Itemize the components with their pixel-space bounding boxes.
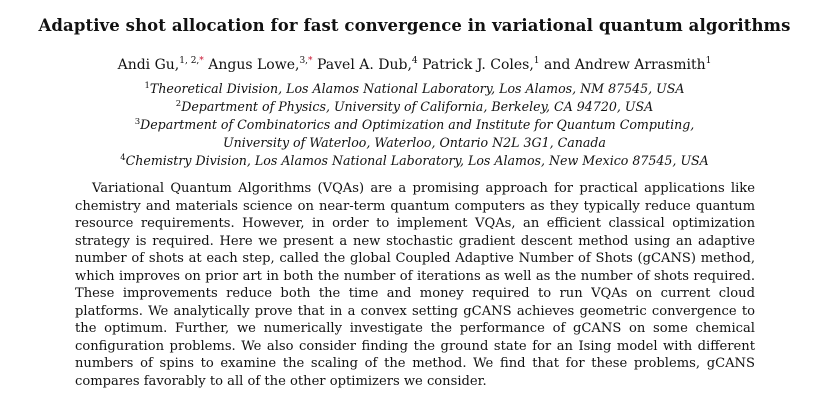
author: Andi Gu,1, 2,* xyxy=(117,56,209,74)
author-name: Pavel A. Dub, xyxy=(316,57,412,73)
affiliation-mark: 4 xyxy=(120,153,126,163)
affiliation-mark: 3 xyxy=(134,117,141,127)
author: Patrick J. Coles,1 and xyxy=(422,56,575,74)
affiliation-1: 1Theoretical Division, Los Alamos Nation… xyxy=(0,80,829,98)
affiliation-mark: 1 xyxy=(144,81,150,91)
author-name: Andrew Arrasmith xyxy=(574,57,706,73)
affiliation-mark: 2 xyxy=(175,99,182,109)
affiliation-2: 2Department of Physics, University of Ca… xyxy=(0,98,829,116)
affiliation-text: University of Waterloo, Waterloo, Ontari… xyxy=(223,135,606,150)
author-affiliation-marks: 4 xyxy=(411,56,418,66)
affiliation-text: Department of Physics, University of Cal… xyxy=(181,99,654,114)
abstract: Variational Quantum Algorithms (VQAs) ar… xyxy=(75,181,755,389)
affiliation-3: 3Department of Combinatorics and Optimiz… xyxy=(0,116,829,134)
affiliation-4: 4Chemistry Division, Los Alamos National… xyxy=(0,152,829,170)
author-affiliation-marks: 1, 2, xyxy=(179,56,200,66)
equal-contribution-mark: * xyxy=(199,56,204,66)
author-name: Andi Gu, xyxy=(117,57,180,73)
author-affiliation-marks: 1 xyxy=(533,56,540,66)
author: Pavel A. Dub,4 xyxy=(316,56,422,74)
author-separator: and xyxy=(539,57,575,73)
affiliation-text: Theoretical Division, Los Alamos Nationa… xyxy=(149,81,685,96)
paper-title: Adaptive shot allocation for fast conver… xyxy=(38,16,791,35)
author: Angus Lowe,3,* xyxy=(208,56,317,74)
author-name: Patrick J. Coles, xyxy=(422,57,534,73)
author: Andrew Arrasmith1 xyxy=(574,56,712,74)
author-affiliation-marks: 1 xyxy=(705,56,712,66)
equal-contribution-mark: * xyxy=(308,56,313,66)
author-list: Andi Gu,1, 2,* Angus Lowe,3,* Pavel A. D… xyxy=(0,56,829,74)
affiliation-text: Department of Combinatorics and Optimiza… xyxy=(140,117,695,132)
author-affiliation-marks: 3, xyxy=(299,56,309,66)
affiliation-3-continued: University of Waterloo, Waterloo, Ontari… xyxy=(0,134,829,152)
author-name: Angus Lowe, xyxy=(208,57,300,73)
affiliation-text: Chemistry Division, Los Alamos National … xyxy=(125,153,709,168)
